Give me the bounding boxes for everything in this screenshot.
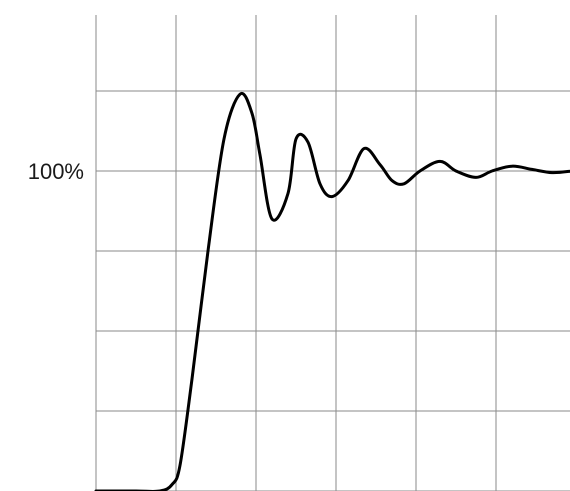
series-layer	[94, 91, 570, 491]
y-tick-label: 100%	[28, 159, 84, 184]
y-tick-labels: 100%	[28, 159, 84, 184]
plot-background	[96, 15, 570, 491]
series-line	[94, 91, 570, 491]
